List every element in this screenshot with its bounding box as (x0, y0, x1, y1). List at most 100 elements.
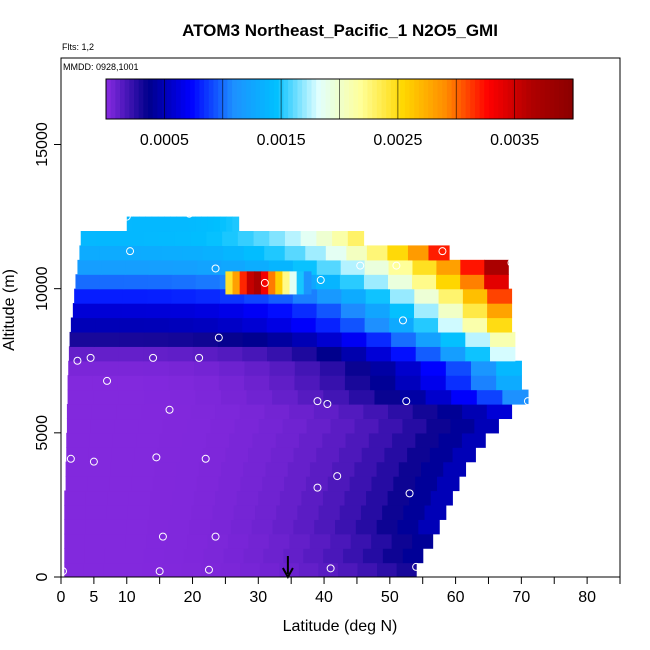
y-axis-label: Altitude (m) (1, 269, 18, 351)
curtain-hotspot-cell (296, 271, 305, 295)
curtain-cell (382, 504, 404, 520)
curtain-cell (451, 389, 478, 405)
curtain-cell (305, 476, 329, 492)
curtain-cell (85, 504, 108, 520)
curtain-cell (395, 360, 422, 376)
curtain-cell (205, 432, 230, 448)
colorbar-segment (157, 79, 163, 119)
curtain-cell (77, 259, 102, 275)
curtain-cell (243, 461, 267, 477)
y-tick-label: 0 (34, 572, 51, 581)
colorbar-segment (255, 79, 261, 119)
curtain-cell (119, 317, 145, 333)
colorbar-segment (381, 79, 387, 119)
curtain-cell (461, 432, 486, 448)
flight-point (204, 565, 213, 574)
curtain-cell (275, 432, 300, 448)
curtain-cell (221, 461, 244, 477)
curtain-cell (258, 490, 281, 506)
colorbar-segment (306, 79, 313, 119)
latitude-marker-arrow (282, 556, 294, 580)
flight-point (165, 405, 174, 414)
curtain-cell (239, 404, 266, 420)
curtain-cell (398, 461, 422, 477)
curtain-cell (470, 375, 497, 391)
colorbar-segment (297, 79, 303, 119)
curtain-cell (263, 548, 284, 564)
curtain-cell (127, 504, 150, 520)
curtain-cell (221, 259, 246, 275)
curtain-cell (366, 331, 392, 347)
flight-point (402, 397, 411, 406)
curtain-cell (270, 447, 295, 463)
curtain-cell (107, 490, 130, 506)
colorbar-segment (432, 79, 439, 119)
curtain-cell (154, 461, 178, 477)
curtain-cell (400, 389, 427, 405)
curtain-cell (162, 418, 188, 434)
curtain-cell (387, 404, 414, 420)
flight-point (66, 454, 75, 463)
curtain-cell (112, 231, 129, 247)
curtain-hotspot-cell (282, 271, 291, 295)
curtain-hotspot-cell (268, 271, 276, 295)
curtain-cell (289, 404, 315, 420)
curtain-cell (217, 331, 244, 347)
curtain-cell (316, 303, 342, 319)
curtain-cell (143, 331, 170, 347)
colorbar-segment (246, 79, 252, 119)
curtain-cell (112, 432, 137, 448)
curtain-cell (436, 274, 461, 290)
curtain-cell (64, 519, 86, 535)
curtain-cell (85, 490, 109, 506)
curtain-cell (149, 504, 171, 520)
curtain-cell (319, 375, 346, 391)
curtain-cell (141, 404, 167, 420)
colorbar-segment (110, 79, 116, 119)
curtain-cell (198, 461, 222, 477)
curtain-cell (429, 447, 454, 463)
curtain-cell (248, 447, 272, 463)
curtain-cell (243, 548, 265, 564)
curtain-cell (340, 259, 366, 275)
curtain-cell (387, 490, 410, 506)
curtain-cell (70, 317, 96, 333)
colorbar-segment (465, 79, 471, 119)
curtain-cell (240, 562, 261, 577)
curtain-cell (173, 259, 198, 275)
curtain-cell (378, 418, 404, 434)
curtain-cell (190, 404, 216, 420)
curtain-cell (309, 533, 331, 549)
curtain-cell (95, 317, 121, 333)
curtain-cell (294, 360, 321, 376)
curtain-cell (151, 216, 159, 232)
colorbar-segment (208, 79, 215, 119)
curtain-cell (210, 418, 236, 434)
curtain-cell (412, 274, 437, 290)
colorbar-segment (470, 79, 476, 119)
curtain-cell (64, 548, 85, 564)
curtain-cell (223, 548, 245, 564)
curtain-cell (69, 331, 95, 347)
colorbar-segment (460, 79, 467, 119)
curtain-cell (111, 447, 136, 463)
curtain-cell (103, 562, 124, 577)
curtain-cell (223, 245, 245, 261)
curtain-cell (127, 231, 145, 247)
curtain-cell (465, 346, 491, 362)
curtain-cell (194, 303, 220, 319)
colorbar-tick-label: 0.0025 (373, 132, 422, 149)
curtain-cell (248, 533, 270, 549)
curtain-cell (171, 288, 197, 304)
colorbar-segment (442, 79, 448, 119)
curtain-cell (269, 375, 296, 391)
curtain-cell (244, 360, 271, 376)
curtain-cell (415, 331, 442, 347)
curtain-cell (330, 533, 352, 549)
curtain-cell (338, 404, 364, 420)
curtain-cell (183, 548, 205, 564)
x-tick-label: 50 (381, 589, 399, 606)
curtain-cell (391, 533, 413, 549)
curtain-cell (253, 231, 270, 247)
curtain-cell (128, 490, 152, 506)
